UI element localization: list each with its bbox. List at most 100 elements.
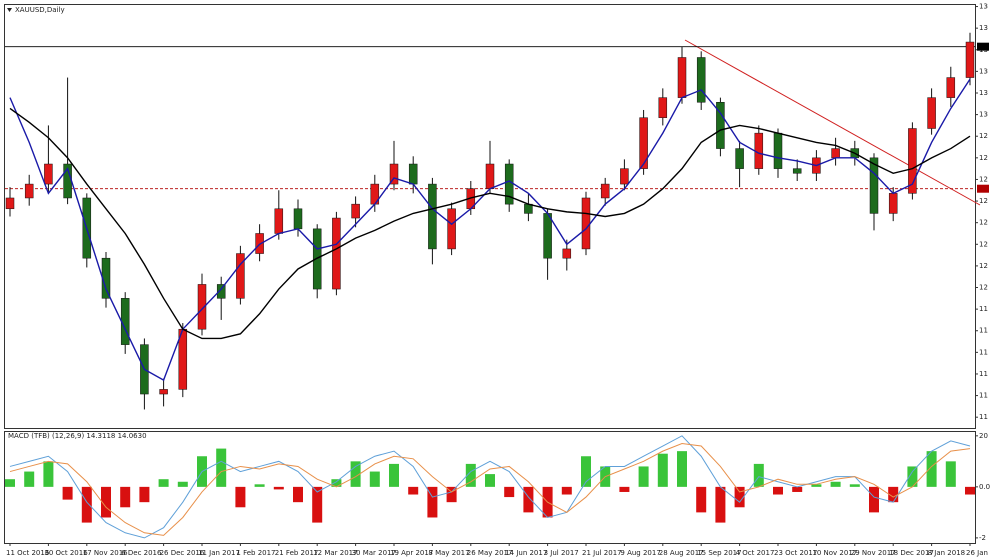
macd-bar [254, 484, 265, 487]
candle-body [274, 208, 284, 234]
candle-body [620, 168, 629, 185]
trend-line [684, 39, 981, 206]
candle-body [716, 102, 725, 149]
x-tick-label: 12 Mar 2017 [313, 549, 357, 557]
candle-body [485, 163, 495, 189]
macd-line [9, 442, 971, 536]
macd-bar [504, 486, 515, 498]
moving-average [9, 107, 971, 340]
macd-bar [235, 486, 246, 508]
macd-bar [926, 451, 937, 487]
candle-body [946, 77, 956, 98]
candle-body [869, 157, 879, 214]
x-tick-label: 8 May 2017 [428, 549, 469, 557]
candle-body [831, 148, 840, 159]
x-tick-label: 11 Oct 2016 [6, 549, 50, 557]
y-tick-label: 13 [979, 111, 988, 119]
candle-body [120, 298, 130, 345]
macd-bar [446, 486, 457, 503]
x-tick-label: 3 Jul 2017 [544, 549, 579, 557]
y-tick-label: 11 [979, 327, 988, 335]
x-tick-label: 26 Jan [966, 549, 988, 557]
macd-bar [43, 461, 54, 487]
candle-body [389, 163, 399, 185]
macd-bar [177, 481, 188, 487]
macd-bar [427, 486, 438, 518]
macd-bar [907, 466, 918, 487]
macd-bar [715, 486, 726, 523]
candle-body [562, 248, 572, 259]
macd-bar [945, 461, 956, 487]
macd-bar [465, 463, 476, 487]
candle-body [639, 117, 648, 169]
x-tick-label: 30 Oct 2016 [44, 549, 88, 557]
x-tick-label: 1 Feb 2017 [236, 549, 275, 557]
candle-body [428, 183, 437, 250]
macd-bar [5, 479, 15, 487]
macd-bar [753, 463, 764, 487]
macd-bar [120, 486, 131, 508]
y-tick-label: -2 [979, 534, 986, 542]
macd-bar [888, 486, 899, 503]
x-tick-label: 18 Dec 2017 [889, 549, 934, 557]
y-tick-label: 13 [979, 67, 988, 75]
candle-body [600, 183, 610, 199]
macd-bar [561, 486, 572, 495]
macd-bar [62, 486, 73, 500]
macd-bar [657, 453, 668, 487]
candle-body [5, 197, 15, 210]
candle-body [792, 168, 802, 174]
macd-bar [581, 456, 591, 487]
y-tick-label: 0.0 [979, 483, 990, 491]
macd-bar [849, 484, 860, 487]
candle-body [44, 163, 53, 185]
x-tick-label: 23 Oct 2017 [774, 549, 817, 557]
y-tick-label: 12 [979, 262, 988, 270]
candle-body [408, 163, 418, 185]
macd-bar [139, 486, 150, 503]
x-tick-label: 10 Nov 2017 [812, 549, 857, 557]
candle-body [581, 197, 591, 250]
macd-bar [773, 486, 783, 495]
x-tick-label: 21 Feb 2017 [275, 549, 319, 557]
y-tick-label: 11 [979, 392, 988, 400]
x-tick-label: 11 Jan 2017 [198, 549, 240, 557]
macd-title: MACD (TFB) (12,26,9) 14.3118 14.0630 [8, 432, 147, 440]
macd-bar [792, 486, 803, 492]
macd-bar [408, 486, 419, 495]
menu-arrow [7, 8, 12, 12]
macd-bar [734, 486, 745, 508]
macd-bar [811, 484, 822, 487]
level-marker [977, 184, 989, 193]
candle-body [888, 193, 898, 214]
candle-body [332, 217, 341, 290]
macd-bar [485, 474, 495, 487]
x-tick-label: 21 Jul 2017 [582, 549, 622, 557]
y-tick-label: 20 [979, 432, 988, 440]
x-tick-label: 26 May 2017 [467, 549, 513, 557]
candle-body [677, 57, 687, 98]
x-tick-label: 17 Nov 2016 [83, 549, 128, 557]
macd-bar [24, 471, 35, 487]
macd-bar [273, 486, 284, 490]
y-tick-label: 13 [979, 24, 988, 32]
macd-bar [158, 479, 169, 487]
candle-body [696, 57, 706, 103]
candle-body [24, 183, 34, 199]
y-tick-label: 12 [979, 197, 988, 205]
x-tick-label: 28 Aug 2017 [659, 549, 704, 557]
macd-bar [523, 486, 534, 513]
macd-bar [965, 486, 975, 495]
chart-title: XAUUSD,Daily [15, 6, 65, 14]
macd-bar [696, 486, 707, 513]
x-tick-label: 19 Apr 2017 [390, 549, 433, 557]
candle-body [927, 97, 936, 129]
macd-bar [869, 486, 879, 513]
x-tick-label: 9 Aug 2017 [620, 549, 660, 557]
macd-bar [369, 471, 380, 487]
x-tick-label: 15 Sep 2017 [697, 549, 741, 557]
x-tick-label: 6 Dec 2016 [121, 549, 162, 557]
y-tick-label: 12 [979, 154, 988, 162]
y-tick-label: 12 [979, 284, 988, 292]
